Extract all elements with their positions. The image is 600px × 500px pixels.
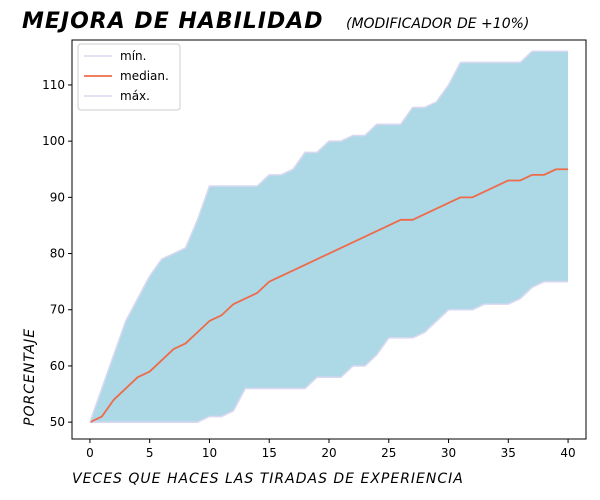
x-tick-label: 40 xyxy=(560,446,575,460)
series-min-line xyxy=(89,280,569,423)
legend: mín. median. máx. xyxy=(77,43,181,111)
series-max-line xyxy=(89,50,569,423)
min-max-band xyxy=(89,51,569,423)
legend-box xyxy=(77,43,181,111)
y-axis: 50 60 70 80 90 100 110 xyxy=(42,78,72,429)
x-tick-label: 5 xyxy=(146,446,154,460)
y-tick-label: 70 xyxy=(50,303,65,317)
x-tick-label: 30 xyxy=(441,446,456,460)
x-axis-label: VECES QUE HACES LAS TIRADAS DE EXPERIENC… xyxy=(72,471,464,487)
chart-title: MEJORA DE HABILIDAD xyxy=(22,9,324,34)
y-tick-label: 110 xyxy=(42,78,65,92)
x-tick-label: 25 xyxy=(381,446,396,460)
y-axis-label: PORCENTAJE xyxy=(22,328,38,426)
x-tick-label: 20 xyxy=(321,446,336,460)
x-tick-label: 35 xyxy=(501,446,516,460)
chart-title-group: MEJORA DE HABILIDAD (MODIFICADOR DE +10%… xyxy=(22,9,529,34)
y-tick-label: 80 xyxy=(50,247,65,261)
series-median-line xyxy=(89,168,569,423)
chart-subtitle: (MODIFICADOR DE +10%) xyxy=(346,16,529,32)
x-tick-label: 15 xyxy=(262,446,277,460)
legend-label: máx. xyxy=(120,89,150,103)
x-tick-label: 10 xyxy=(202,446,217,460)
y-tick-label: 50 xyxy=(50,415,65,429)
y-tick-label: 90 xyxy=(50,190,65,204)
x-tick-label: 0 xyxy=(86,446,94,460)
legend-label: median. xyxy=(120,69,169,83)
x-axis: 0 5 10 15 20 25 30 35 40 xyxy=(86,439,576,460)
y-tick-label: 100 xyxy=(42,134,65,148)
y-tick-label: 60 xyxy=(50,359,65,373)
legend-label: mín. xyxy=(120,49,146,63)
